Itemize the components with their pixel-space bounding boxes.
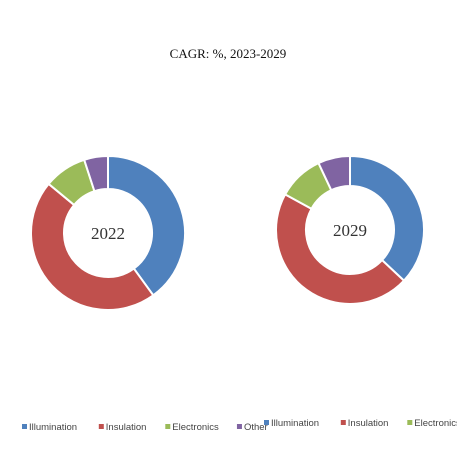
legend-label-illumination: Illumination	[271, 418, 319, 429]
legend-label-other: Other	[244, 422, 268, 433]
legend-label-illumination: Illumination	[29, 422, 77, 433]
legend-label-insulation: Insulation	[348, 418, 389, 429]
slice-other-2029	[317, 154, 351, 192]
slice-illumination-2029	[349, 154, 425, 283]
slice-insulation-2022	[30, 182, 155, 311]
legend-label-electronics: Electronics	[172, 422, 219, 433]
slice-other-2022	[82, 154, 109, 193]
legend-swatch-insulation	[340, 420, 346, 425]
slice-insulation-2029	[275, 192, 406, 305]
legend-swatch-insulation	[98, 424, 104, 429]
legend-swatch-electronics	[407, 420, 413, 425]
chart-title: CAGR: %, 2023-2029	[170, 46, 287, 61]
slice-illumination-2022	[107, 154, 186, 297]
legend-label-insulation: Insulation	[106, 422, 147, 433]
legend-swatch-illumination	[264, 420, 269, 425]
legend-swatch-electronics	[165, 424, 171, 429]
donut-center-label-2022: 2022	[91, 224, 125, 243]
legend-swatch-other	[236, 424, 242, 429]
legend-swatch-illumination	[22, 424, 27, 429]
donut-center-label-2029: 2029	[333, 221, 367, 240]
legend-2022: Illumination Insulation Electronics Other	[22, 422, 268, 433]
donut-chart-2022	[30, 154, 186, 311]
legend-label-electronics: Electronics	[414, 418, 457, 429]
donut-chart-2029	[275, 154, 425, 305]
